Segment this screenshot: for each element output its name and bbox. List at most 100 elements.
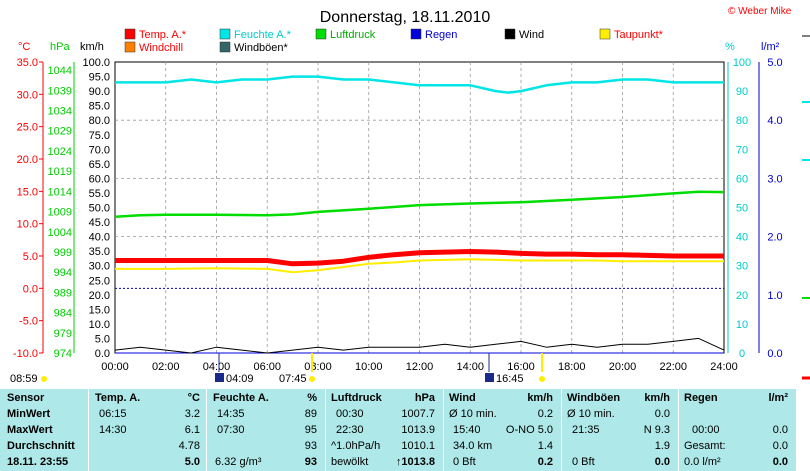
wind-tick: 65.0 — [89, 159, 110, 171]
gust-avg: 0.0 — [654, 408, 670, 420]
humidity-max: 95 — [304, 424, 317, 436]
temp-axis-title: °C — [18, 41, 30, 53]
divider — [443, 389, 444, 471]
pressure-tick: 1004 — [48, 227, 72, 239]
pressure-now: ↑1013.8 — [395, 456, 435, 468]
pressure-max-time: 22:30 — [336, 424, 364, 436]
pressure-tick: 1014 — [48, 186, 72, 198]
y-axes: 35.0 30.0 25.0 20.0 15.0 10.0 5.0 0.0 -5.0 -10.0 1… — [13, 57, 783, 360]
humidity-now: 93 — [304, 456, 317, 468]
sensor-header: Sensor — [7, 392, 45, 404]
sunrise-time: 04:09 — [226, 373, 254, 385]
rain-column: Regen l/m² 00:00 0.0 Gesamt: 0.0 0.0 l/m² 0.… — [679, 389, 796, 471]
humidity-avg: 93 — [304, 440, 317, 452]
axis-headers: °C hPa km/h% l/m² — [18, 41, 780, 53]
pressure-tick: 999 — [54, 247, 72, 259]
pressure-tick: 979 — [54, 328, 72, 340]
temp-tick: 0.0 — [23, 283, 38, 295]
pressure-tick: 984 — [54, 308, 72, 320]
label-avg: Durchschnitt — [7, 440, 75, 452]
wind-tick: 15.0 — [89, 304, 110, 316]
legend-swatch — [410, 28, 422, 40]
chart-title: Donnerstag, 18.11.2010 — [320, 9, 491, 26]
sun-dot — [309, 376, 315, 382]
statistics-panel: Sensor MinWert MaxWert Durchschnitt 18.1… — [0, 389, 796, 471]
right-edge-marks — [802, 35, 810, 380]
pressure-tick: 1019 — [48, 166, 72, 178]
series-wind — [114, 337, 725, 354]
rain-tick: 3.0 — [767, 173, 782, 185]
temp-tick: 25.0 — [17, 122, 38, 134]
label-min: MinWert — [7, 408, 51, 420]
wind-distance: 34.0 km — [453, 440, 493, 452]
legend-label: Feuchte A.* — [234, 29, 292, 41]
pressure-max: 1013.9 — [401, 424, 435, 436]
legend-swatch — [219, 28, 231, 40]
wind-tick: 80.0 — [89, 115, 110, 127]
humidity-tick: 70 — [736, 144, 748, 156]
temp-tick: 35.0 — [17, 57, 38, 69]
x-tick: 20:00 — [609, 361, 637, 373]
sun-dot — [539, 376, 545, 382]
wind-column: Wind km/h Ø 10 min. 0.2 15:40 O-NO 5.0 34.0… — [444, 389, 561, 471]
sun-dot — [41, 376, 47, 382]
legend-swatch — [504, 28, 516, 40]
wind-tick: 5.0 — [95, 333, 110, 345]
pressure-tick: 1024 — [48, 146, 72, 158]
pressure-tick: 1034 — [48, 106, 72, 118]
x-tick: 16:00 — [507, 361, 535, 373]
wind-tick: 60.0 — [89, 173, 110, 185]
gust-column: Windböen km/h Ø 10 min. 0.0 21:35 N 9.3 1.9… — [562, 389, 678, 471]
legend-label: Luftdruck — [330, 29, 376, 41]
temp-tick: 15.0 — [17, 186, 38, 198]
wind-header: Wind — [449, 392, 476, 404]
pressure-header: Luftdruck — [331, 392, 382, 404]
wind-tick: 20.0 — [89, 290, 110, 302]
wind-mean: 1.4 — [537, 440, 553, 452]
wind-tick: 0.0 — [95, 348, 110, 360]
wind-max-time: 15:40 — [453, 424, 481, 436]
x-tick: 06:00 — [253, 361, 281, 373]
rain-tick: 1.0 — [767, 290, 782, 302]
grid — [115, 62, 724, 353]
humidity-tick: 40 — [736, 232, 748, 244]
series-layer — [114, 75, 725, 354]
wind-tick: 40.0 — [89, 232, 110, 244]
rain-axis-title: l/m² — [761, 41, 780, 53]
pressure-min-time: 00:30 — [336, 408, 364, 420]
legend-label: Taupunkt* — [614, 29, 664, 41]
humidity-tick: 30 — [736, 261, 748, 273]
wind-bft: 0 Bft — [453, 456, 476, 468]
pressure-column: Luftdruck hPa 00:30 1007.7 22:30 1013.9 ^1.… — [326, 389, 443, 471]
legend-swatch — [124, 41, 136, 53]
temp-tick: -5.0 — [19, 316, 38, 328]
humidity-tick: 100 — [733, 57, 751, 69]
rain-max-time: 00:00 — [692, 424, 720, 436]
wind-max: O-NO 5.0 — [505, 424, 553, 436]
humidity-tick: 80 — [736, 115, 748, 127]
temp-unit: °C — [187, 392, 200, 404]
x-tick: 00:00 — [101, 361, 129, 373]
divider — [561, 389, 562, 471]
gust-unit: km/h — [644, 392, 670, 404]
wind-tick: 90.0 — [89, 86, 110, 98]
legend-label: Regen — [425, 29, 457, 41]
x-tick: 10:00 — [355, 361, 383, 373]
label-max: MaxWert — [7, 424, 53, 436]
wind-unit: km/h — [527, 392, 553, 404]
x-tick: 18:00 — [558, 361, 586, 373]
x-axis: 00:00 02:00 04:00 06:00 08:00 10:00 12:00 14:00… — [101, 361, 738, 373]
rain-tick: 2.0 — [767, 232, 782, 244]
pressure-tick: 989 — [54, 287, 72, 299]
rain-tick: 4.0 — [767, 115, 782, 127]
moon-icon — [215, 373, 224, 382]
rain-total: 0.0 — [772, 440, 788, 452]
x-tick: 12:00 — [406, 361, 434, 373]
series-feuchtea — [115, 75, 724, 94]
wind-axis-title: km/h — [80, 41, 104, 53]
sensor-column: Sensor MinWert MaxWert Durchschnitt 18.1… — [0, 389, 88, 471]
pressure-unit: hPa — [414, 392, 435, 404]
legend-label: Temp. A.* — [139, 29, 187, 41]
gust-avg-label: Ø 10 min. — [567, 408, 615, 420]
humidity-column: Feuchte A.% 14:35 89 07:30 95 93 6.32 g/m³… — [207, 389, 325, 471]
